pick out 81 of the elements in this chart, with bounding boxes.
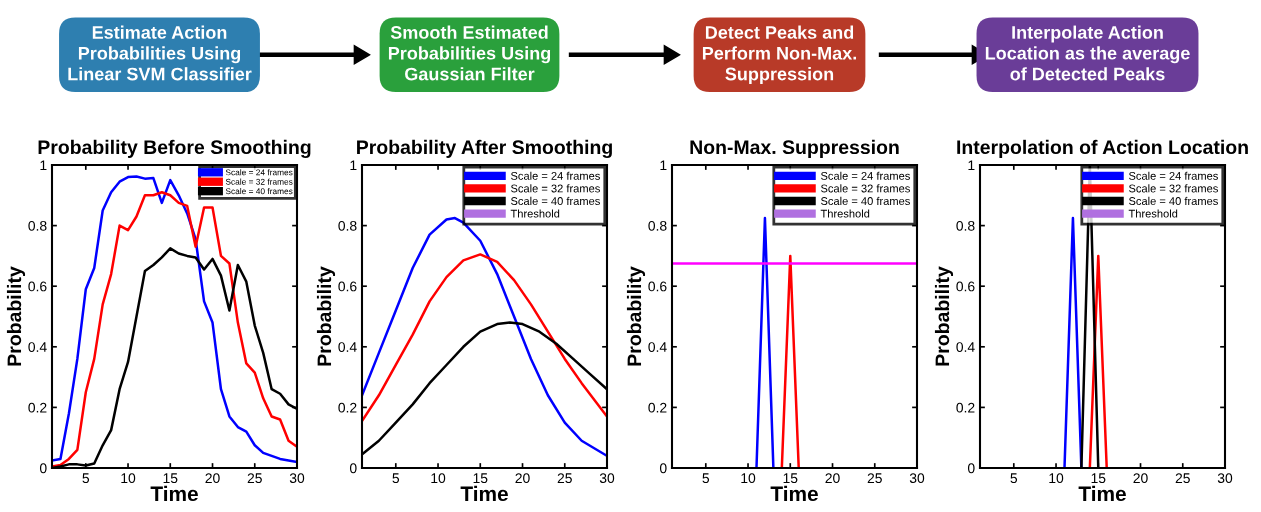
y-tick-label: 0.8 — [338, 220, 357, 231]
y-tick-label: 0.4 — [648, 342, 667, 352]
chart-title: Non-Max. Suppression — [690, 139, 899, 158]
x-tick-label: 30 — [1217, 473, 1233, 484]
chart-title: Probability Before Smoothing — [38, 139, 311, 159]
x-tick-label: 20 — [825, 473, 840, 484]
x-tick-label: 15 — [473, 473, 488, 484]
legend-label: Scale = 40 frames — [225, 188, 293, 195]
y-tick-label: 0.6 — [648, 281, 667, 292]
y-tick-label: 0.2 — [956, 402, 975, 413]
legend-label: Scale = 40 frames — [820, 196, 910, 205]
y-tick-label: 0 — [349, 463, 357, 474]
y-tick-label: 0.4 — [956, 342, 975, 352]
y-tick-label: 1 — [350, 160, 357, 171]
x-tick-label: 5 — [392, 473, 400, 484]
x-tick-label: 5 — [82, 473, 90, 484]
x-tick-label: 25 — [247, 473, 262, 484]
y-axis-title: Probability — [316, 266, 336, 366]
y-tick-label: 0 — [967, 463, 975, 474]
legend-label: Scale = 32 frames — [510, 184, 600, 193]
y-tick-label: 1 — [40, 160, 47, 171]
x-tick-label: 10 — [121, 473, 136, 484]
y-tick-label: 0.6 — [338, 281, 357, 292]
x-tick-label: 25 — [1175, 473, 1190, 484]
chart-title: Interpolation of Action Location — [957, 139, 1248, 158]
x-tick-label: 30 — [289, 473, 305, 484]
x-tick-label: 10 — [431, 473, 446, 484]
legend-label: Scale = 24 frames — [820, 171, 910, 180]
legend-label: Scale = 24 frames — [225, 169, 293, 176]
y-tick-label: 0.2 — [648, 402, 667, 413]
x-tick-label: 30 — [909, 473, 925, 484]
x-tick-label: 10 — [741, 473, 756, 484]
line-series — [362, 253, 607, 423]
legend-label: Threshold — [1128, 209, 1178, 218]
x-tick-label: 20 — [515, 473, 530, 484]
y-tick-label: 0.8 — [956, 220, 975, 231]
x-axis-title: Time — [150, 485, 198, 502]
y-tick-label: 0.6 — [28, 281, 47, 292]
y-tick-label: 1 — [660, 160, 667, 171]
x-tick-label: 15 — [163, 473, 178, 484]
y-tick-label: 0.4 — [338, 342, 357, 352]
y-tick-label: 1 — [968, 160, 975, 171]
text: Interpolate Action Location as the average of Detected Peaks — [985, 25, 1190, 81]
y-tick-label: 0 — [39, 463, 47, 474]
chart-title: Probability After Smoothing — [357, 139, 612, 159]
legend-label: Scale = 40 frames — [1128, 196, 1218, 205]
legend-label: Scale = 40 frames — [510, 196, 600, 205]
x-tick-label: 5 — [1010, 473, 1018, 484]
legend-label: Scale = 32 frames — [820, 184, 910, 193]
y-tick-label: 0.6 — [956, 281, 975, 292]
y-tick-label: 0.8 — [648, 220, 667, 231]
y-axis-title: Probability — [626, 266, 646, 366]
legend-label: Scale = 24 frames — [1128, 171, 1218, 180]
x-tick-label: 25 — [867, 473, 882, 484]
x-tick-label: 25 — [557, 473, 572, 484]
x-tick-label: 15 — [783, 473, 798, 484]
y-tick-label: 0 — [659, 463, 667, 474]
text: Estimate Action Probabilities Using Linear SVM Classifier — [68, 25, 252, 81]
y-axis-title: Probability — [934, 266, 954, 366]
legend-label: Scale = 32 frames — [1128, 184, 1218, 193]
x-axis-title: Time — [1078, 485, 1126, 502]
x-axis-title: Time — [460, 485, 508, 502]
y-axis-title: Probability — [6, 266, 26, 366]
x-tick-label: 20 — [1133, 473, 1148, 484]
y-tick-label: 0.2 — [28, 402, 47, 413]
x-tick-label: 10 — [1049, 473, 1064, 484]
legend-label: Scale = 32 frames — [225, 178, 293, 185]
y-tick-label: 0.8 — [28, 220, 47, 231]
legend-label: Threshold — [510, 209, 560, 218]
x-tick-label: 5 — [702, 473, 710, 484]
x-tick-label: 20 — [205, 473, 220, 484]
line-series — [362, 216, 607, 458]
y-tick-label: 0.2 — [338, 402, 357, 413]
legend-label: Scale = 24 frames — [510, 171, 600, 180]
x-axis-title: Time — [770, 485, 818, 502]
text: Detect Peaks and Perform Non-Max. Suppression — [702, 25, 857, 84]
x-tick-label: 30 — [599, 473, 615, 484]
text: Smooth Estimated Probabilities Using Gaussian Filter — [388, 25, 551, 81]
legend-label: Threshold — [820, 209, 870, 218]
x-tick-label: 15 — [1091, 473, 1106, 484]
y-tick-label: 0.4 — [28, 342, 47, 352]
